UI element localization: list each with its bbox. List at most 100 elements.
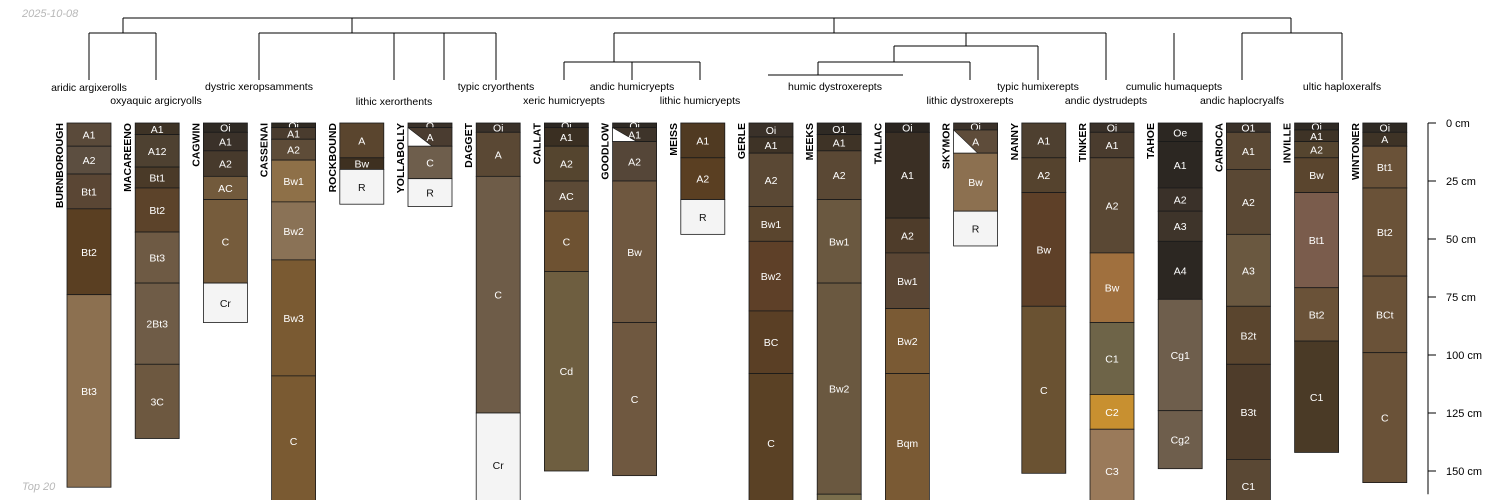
horizon-label-wintoner-oi: Oi [1380, 123, 1391, 135]
profile-name-inville: INVILLE [1282, 123, 1294, 163]
horizon-label-tinker-oi: Oi [1107, 123, 1118, 135]
horizon-label-tallac-bw1: Bw1 [897, 276, 918, 288]
horizon-label-gerle-c: C [767, 438, 775, 450]
profile-name-goodlow: GOODLOW [600, 123, 612, 180]
horizon-label-goodlow-bw: Bw [627, 247, 642, 259]
horizon-macareeno-bt3 [134, 231, 180, 284]
horizon-tinker-c1 [1089, 322, 1135, 395]
horizon-label-skymor-a: A [972, 137, 979, 149]
horizon-label-goodlow-c: C [631, 394, 639, 406]
horizon-rockbound-a [339, 122, 385, 159]
horizon-label-tahoe-cg1: Cg1 [1171, 350, 1190, 362]
depth-label-150: 150 cm [1446, 466, 1482, 478]
horizon-label-dagget-a: A [495, 149, 502, 161]
horizon-inville-c1 [1294, 340, 1339, 453]
horizon-label-inville-c1: C1 [1310, 392, 1324, 404]
horizon-label-inville-oi: Oi [1311, 121, 1322, 133]
horizon-label-carioca-a3: A3 [1242, 265, 1255, 277]
profile-cagwin: Oi A1 A2 AC C Cr CAGWIN [190, 122, 248, 323]
horizon-label-cagwin-cr: Cr [220, 298, 232, 310]
depth-label-0: 0 cm [1446, 118, 1470, 130]
profile-name-wintoner: WINTONER [1350, 123, 1362, 180]
horizon-label-macareeno-3c: 3C [150, 396, 164, 408]
horizon-label-burnborough-bt3: Bt3 [81, 386, 97, 398]
horizon-carioca-b3t [1226, 363, 1271, 460]
horizon-tahoe-a1 [1157, 141, 1203, 189]
horizon-dagget-c [475, 175, 521, 414]
horizon-label-inville-a1: A1 [1310, 131, 1323, 143]
horizon-meiss-a2 [680, 157, 726, 200]
horizon-meeks-bw2 [816, 282, 862, 495]
horizon-label-meeks-a1: A1 [833, 138, 846, 150]
horizon-label-macareeno-a12: A12 [148, 146, 167, 158]
horizon-cassenai-bw2 [271, 201, 317, 261]
profile-name-rockbound: ROCKBOUND [327, 123, 339, 193]
horizon-inville-bt1 [1294, 192, 1339, 289]
horizon-label-callat-c: C [563, 236, 571, 248]
depth-label-75: 75 cm [1446, 292, 1476, 304]
depth-axis: 0 cm 25 cm 50 cm 75 cm 100 cm 125 cm 150 cm [1427, 118, 1482, 495]
horizon-label-burnborough-a1: A1 [83, 130, 96, 142]
horizon-wintoner-bt1 [1362, 145, 1408, 189]
horizon-label-tahoe-a3: A3 [1174, 221, 1187, 233]
horizon-label-gerle-bw1: Bw1 [761, 219, 782, 231]
horizon-label-tallac-oi: Oi [902, 123, 913, 135]
horizon-label-inville-bt2: Bt2 [1309, 309, 1325, 321]
horizon-macareeno-bt2 [134, 187, 180, 233]
taxon-label-ultic-haploxeralfs: ultic haploxeralfs [1303, 81, 1381, 93]
profile-name-yollabolly: YOLLABOLLY [395, 123, 407, 193]
horizon-carioca-a1 [1226, 131, 1271, 170]
horizon-meeks-bw1 [816, 199, 862, 284]
taxon-label-andic-dystrudepts: andic dystrudepts [1065, 95, 1147, 107]
horizon-wintoner-bt2 [1362, 187, 1408, 277]
horizon-label-callat-a1: A1 [560, 132, 573, 144]
horizon-label-callat-ac: AC [559, 191, 574, 203]
profile-carioca: O1 A1 A2 A3 B2t B3t C1 CARIOCA [1213, 123, 1271, 500]
profile-name-cassenai: CASSENAI [259, 123, 271, 177]
profile-name-cagwin: CAGWIN [190, 123, 202, 167]
horizon-carioca-a2 [1226, 168, 1271, 235]
depth-label-50: 50 cm [1446, 234, 1476, 246]
horizon-gerle-c [748, 373, 794, 500]
dendrogram [88, 17, 1343, 80]
horizon-rockbound-r [339, 168, 385, 205]
horizon-label-carioca-o1: O1 [1241, 123, 1255, 135]
taxon-label-oxyaquic-argicryolls: oxyaquic argicryolls [110, 95, 202, 107]
horizon-label-tinker-a1: A1 [1106, 140, 1119, 152]
horizon-cagwin-c [202, 199, 248, 284]
horizon-burnborough-bt2 [66, 208, 112, 296]
horizon-label-cagwin-a1: A1 [219, 137, 232, 149]
horizon-label-inville-bt1: Bt1 [1309, 235, 1325, 247]
profile-wintoner: OiA Bt1 Bt2 BCt C WINTONER [1350, 123, 1408, 483]
horizon-wintoner-c [1362, 352, 1408, 483]
profile-name-tahoe: TAHOE [1145, 123, 1157, 159]
horizon-label-carioca-b2t: B2t [1241, 330, 1257, 342]
horizon-gerle-bc [748, 310, 794, 374]
horizon-label-tahoe-cg2: Cg2 [1171, 435, 1190, 447]
horizon-label-inville-a2: A2 [1310, 145, 1323, 157]
horizon-goodlow-c [612, 322, 657, 477]
profile-name-dagget: DAGGET [463, 122, 475, 168]
profiles: A1 A2 Bt1 Bt2 Bt3 BURNBOROUGH A1 A12 Bt1 Bt2 Bt3 2B… [54, 120, 1408, 500]
horizon-label-rockbound-r: R [358, 182, 366, 194]
profile-rockbound: A Bw R ROCKBOUND [327, 122, 385, 205]
horizon-label-yollabolly-c: C [426, 157, 434, 169]
taxon-label-aridic-argixerolls: aridic argixerolls [51, 82, 127, 94]
horizon-label-wintoner-a: A [1381, 134, 1388, 146]
horizon-label-tahoe-a4: A4 [1174, 265, 1187, 277]
profile-nanny: A1 A2 Bw C NANNY [1009, 122, 1067, 474]
horizon-label-goodlow-a2: A2 [628, 156, 641, 168]
profile-macareeno: A1 A12 Bt1 Bt2 Bt3 2Bt3 3C MACAREENO [122, 122, 180, 439]
horizon-label-goodlow-a1: A1 [628, 130, 641, 142]
horizon-tahoe-cg2 [1157, 410, 1203, 470]
profile-skymor: Oi A Bw R SKYMOR [941, 121, 998, 247]
horizon-label-nanny-a1: A1 [1037, 135, 1050, 147]
horizon-label-cagwin-a2: A2 [219, 159, 232, 171]
profile-tinker: Oi A1 A2 Bw C1 C2 C3 TINKER [1077, 123, 1135, 500]
horizon-label-cassenai-a2: A2 [287, 145, 300, 157]
profile-burnborough: A1 A2 Bt1 Bt2 Bt3 BURNBOROUGH [54, 122, 112, 488]
horizon-gerle-a2 [748, 152, 794, 207]
taxon-label-dystric-xeropsamments: dystric xeropsamments [205, 81, 313, 93]
